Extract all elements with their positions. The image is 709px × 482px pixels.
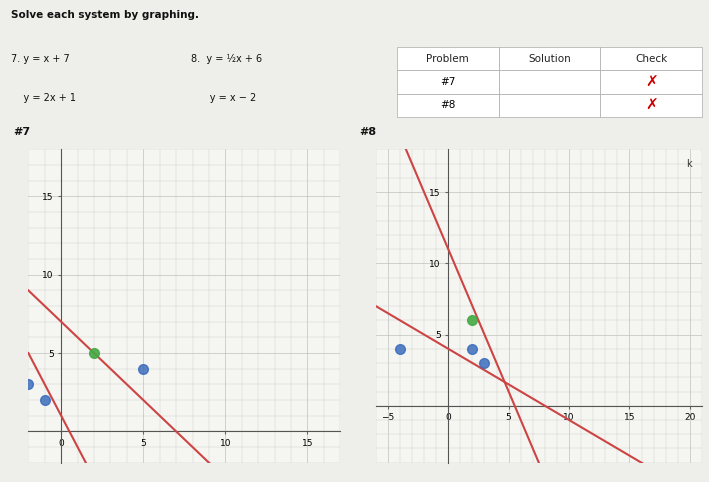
Text: Solve each system by graphing.: Solve each system by graphing. — [11, 10, 199, 20]
Text: #7: #7 — [13, 127, 30, 137]
Text: 8.  y = ½x + 6: 8. y = ½x + 6 — [191, 54, 262, 64]
Text: k: k — [686, 159, 692, 169]
Text: y = 2x + 1: y = 2x + 1 — [11, 93, 76, 103]
Text: y = x − 2: y = x − 2 — [191, 93, 257, 103]
Text: 7. y = x + 7: 7. y = x + 7 — [11, 54, 69, 64]
Text: #8: #8 — [359, 127, 376, 137]
